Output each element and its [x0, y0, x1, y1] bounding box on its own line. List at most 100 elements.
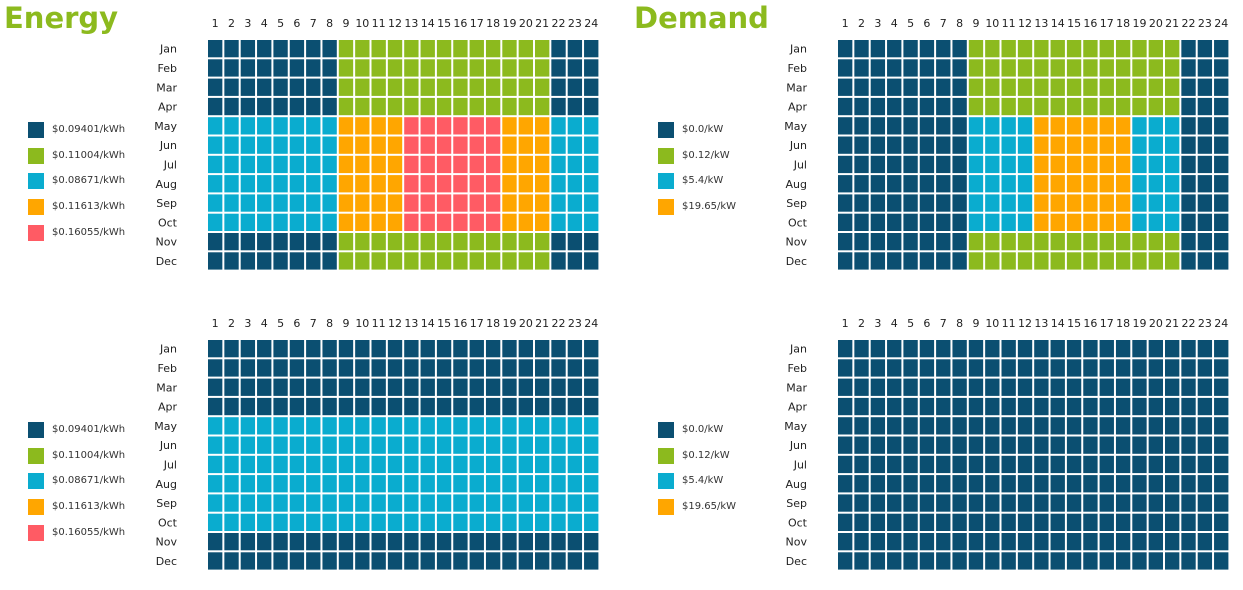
heatmap-cell: [887, 436, 902, 454]
heatmap-cell: [838, 194, 853, 212]
heatmap-cell: [387, 194, 403, 212]
heatmap-cell: [1148, 378, 1163, 396]
heatmap-cell: [469, 455, 484, 474]
heatmap-cell: [289, 417, 305, 435]
heatmap-cell: [985, 136, 1000, 154]
hour-label: 21: [535, 17, 549, 30]
heatmap-cell: [919, 117, 935, 135]
heatmap-cell: [1034, 213, 1049, 231]
heatmap-cell: [518, 475, 533, 493]
heatmap-cell: [289, 397, 305, 416]
heatmap-cell: [1066, 552, 1082, 570]
heatmap-cell: [838, 397, 853, 416]
hour-label: 9: [972, 17, 979, 30]
hour-label: 4: [891, 17, 898, 30]
heatmap-cell: [1148, 513, 1163, 531]
hour-label: 16: [1083, 317, 1097, 330]
hour-label: 22: [1182, 317, 1196, 330]
heatmap-cell: [1115, 436, 1131, 454]
heatmap-cell: [1034, 455, 1049, 474]
heatmap-cell: [854, 397, 869, 416]
heatmap-cell: [936, 252, 951, 270]
hour-label: 11: [1002, 17, 1016, 30]
hour-label: 11: [1002, 317, 1016, 330]
heatmap-cell: [919, 455, 935, 474]
heatmap-cell: [1083, 40, 1098, 58]
heatmap-cell: [1034, 117, 1049, 135]
hour-label: 6: [293, 317, 300, 330]
heatmap-cell: [968, 417, 984, 435]
heatmap-cell: [404, 78, 419, 96]
heatmap-cell: [936, 378, 951, 396]
heatmap-cell: [306, 455, 321, 474]
heatmap-cell: [1099, 340, 1114, 358]
heatmap-cell: [838, 175, 853, 193]
heatmap-cell: [1017, 213, 1033, 231]
heatmap-cell: [273, 359, 288, 377]
heatmap-cell: [887, 175, 902, 193]
heatmap-cell: [453, 233, 468, 251]
heatmap-cell: [502, 213, 517, 231]
heatmap-cell: [1083, 155, 1098, 174]
heatmap-cell: [887, 533, 902, 551]
heatmap-cell: [887, 40, 902, 58]
heatmap-cell: [887, 552, 902, 570]
heatmap-cell: [289, 378, 305, 396]
hour-label: 16: [453, 317, 467, 330]
heatmap-cell: [968, 359, 984, 377]
heatmap-cell: [903, 378, 918, 396]
heatmap-cell: [1181, 359, 1196, 377]
heatmap-cell: [952, 436, 967, 454]
hour-label: 23: [568, 317, 582, 330]
heatmap-cell: [936, 97, 951, 116]
heatmap-cell: [551, 252, 566, 270]
heatmap-cell: [887, 136, 902, 154]
heatmap-cell: [240, 417, 256, 435]
heatmap-cell: [535, 359, 550, 377]
heatmap-cell: [289, 40, 305, 58]
heatmap-cell: [903, 40, 918, 58]
month-label: Oct: [158, 516, 178, 529]
heatmap-cell: [919, 40, 935, 58]
hour-label: 1: [212, 17, 219, 30]
heatmap-cell: [952, 233, 967, 251]
heatmap-cell: [919, 136, 935, 154]
hour-label: 14: [421, 17, 435, 30]
hour-label: 20: [519, 17, 533, 30]
heatmap-cell: [1066, 40, 1082, 58]
hour-label: 12: [388, 17, 402, 30]
heatmap-cell: [404, 436, 419, 454]
heatmap-cell: [404, 455, 419, 474]
heatmap-cell: [1017, 40, 1033, 58]
month-label: Dec: [786, 555, 807, 568]
heatmap-cell: [1034, 533, 1049, 551]
heatmap-cell: [584, 436, 599, 454]
heatmap-cell: [485, 397, 501, 416]
heatmap-cell: [584, 97, 599, 116]
heatmap-cell: [1034, 494, 1049, 512]
heatmap-cell: [952, 513, 967, 531]
heatmap-cell: [919, 552, 935, 570]
heatmap-cell: [1017, 78, 1033, 96]
heatmap-cell: [289, 533, 305, 551]
heatmap-cell: [338, 436, 354, 454]
heatmap-cell: [322, 340, 337, 358]
month-label: Sep: [156, 497, 177, 510]
heatmap-cell: [838, 59, 853, 77]
legend-label: $5.4/kW: [682, 175, 724, 187]
heatmap-cell: [968, 175, 984, 193]
heatmap-cell: [208, 117, 223, 135]
heatmap-cell: [1197, 494, 1213, 512]
heatmap-cell: [535, 40, 550, 58]
legend-swatch: [28, 173, 44, 190]
heatmap-cell: [240, 359, 256, 377]
heatmap-cell: [1115, 475, 1131, 493]
heatmap-cell: [535, 455, 550, 474]
heatmap-cell: [1017, 533, 1033, 551]
heatmap-cell: [338, 155, 354, 174]
heatmap-cell: [584, 117, 599, 135]
heatmap-cell: [485, 378, 501, 396]
heatmap-cell: [919, 378, 935, 396]
hour-label: 9: [972, 317, 979, 330]
heatmap-cell: [1165, 40, 1180, 58]
